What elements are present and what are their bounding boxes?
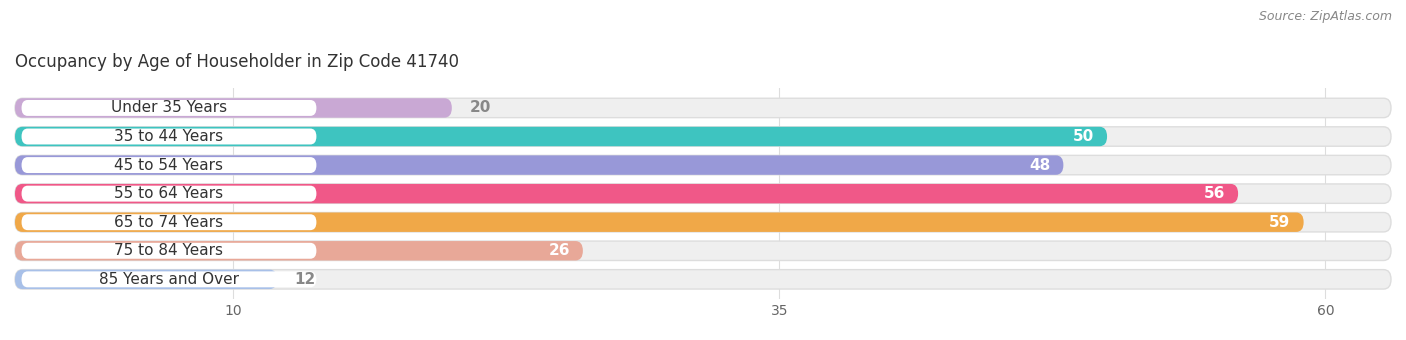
- Text: 26: 26: [548, 243, 569, 258]
- Text: Under 35 Years: Under 35 Years: [111, 100, 226, 116]
- FancyBboxPatch shape: [15, 127, 1391, 146]
- FancyBboxPatch shape: [15, 98, 451, 118]
- Text: 20: 20: [470, 100, 491, 116]
- FancyBboxPatch shape: [21, 271, 316, 287]
- Text: 59: 59: [1270, 215, 1291, 230]
- Text: 12: 12: [295, 272, 316, 287]
- FancyBboxPatch shape: [21, 129, 316, 144]
- Text: Occupancy by Age of Householder in Zip Code 41740: Occupancy by Age of Householder in Zip C…: [15, 53, 458, 71]
- FancyBboxPatch shape: [15, 270, 277, 289]
- FancyBboxPatch shape: [15, 184, 1239, 203]
- Text: 50: 50: [1073, 129, 1094, 144]
- FancyBboxPatch shape: [21, 186, 316, 202]
- FancyBboxPatch shape: [15, 155, 1063, 175]
- Text: Source: ZipAtlas.com: Source: ZipAtlas.com: [1258, 10, 1392, 23]
- FancyBboxPatch shape: [15, 241, 583, 260]
- Text: 35 to 44 Years: 35 to 44 Years: [114, 129, 224, 144]
- FancyBboxPatch shape: [21, 157, 316, 173]
- FancyBboxPatch shape: [15, 212, 1303, 232]
- Text: 55 to 64 Years: 55 to 64 Years: [114, 186, 224, 201]
- FancyBboxPatch shape: [15, 184, 1391, 203]
- Text: 85 Years and Over: 85 Years and Over: [98, 272, 239, 287]
- FancyBboxPatch shape: [21, 100, 316, 116]
- FancyBboxPatch shape: [15, 241, 1391, 260]
- FancyBboxPatch shape: [15, 212, 1391, 232]
- FancyBboxPatch shape: [21, 243, 316, 259]
- Text: 75 to 84 Years: 75 to 84 Years: [114, 243, 224, 258]
- Text: 48: 48: [1029, 157, 1050, 173]
- FancyBboxPatch shape: [15, 127, 1107, 146]
- Text: 56: 56: [1204, 186, 1225, 201]
- Text: 65 to 74 Years: 65 to 74 Years: [114, 215, 224, 230]
- Text: 45 to 54 Years: 45 to 54 Years: [114, 157, 224, 173]
- FancyBboxPatch shape: [15, 155, 1391, 175]
- FancyBboxPatch shape: [15, 98, 1391, 118]
- FancyBboxPatch shape: [21, 214, 316, 230]
- FancyBboxPatch shape: [15, 270, 1391, 289]
